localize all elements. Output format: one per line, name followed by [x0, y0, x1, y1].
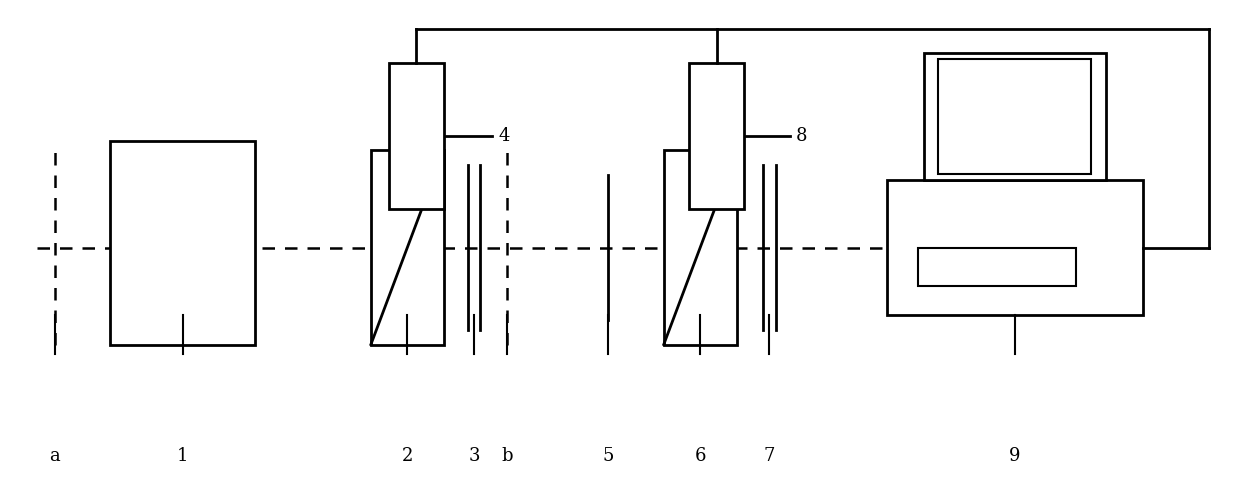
Bar — [689, 63, 744, 209]
Bar — [924, 53, 1106, 180]
Bar — [939, 59, 1091, 174]
Text: 6: 6 — [694, 447, 706, 465]
Bar — [888, 180, 1142, 315]
Text: 4: 4 — [498, 127, 510, 145]
Text: 5: 5 — [603, 447, 614, 465]
Text: 3: 3 — [469, 447, 480, 465]
Bar — [663, 150, 737, 345]
Text: 1: 1 — [177, 447, 188, 465]
Text: a: a — [50, 447, 61, 465]
Text: 2: 2 — [402, 447, 413, 465]
Bar — [389, 63, 444, 209]
Text: b: b — [501, 447, 512, 465]
Text: 7: 7 — [764, 447, 775, 465]
Bar — [371, 150, 444, 345]
Bar — [109, 141, 255, 345]
Bar — [918, 248, 1075, 286]
Text: 8: 8 — [796, 127, 807, 145]
Text: 9: 9 — [1009, 447, 1021, 465]
